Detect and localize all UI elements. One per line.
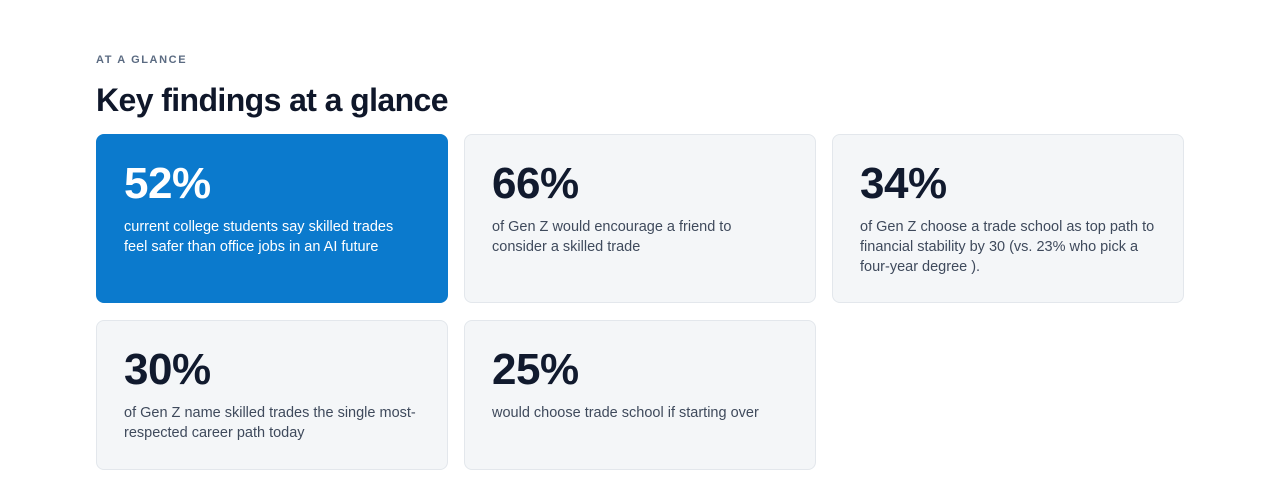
- finding-description: of Gen Z name skilled trades the single …: [124, 405, 416, 441]
- finding-description: of Gen Z choose a trade school as top pa…: [860, 219, 1155, 275]
- section-title: Key findings at a glance: [96, 82, 449, 118]
- finding-card-highlighted: 52% current college students say skilled…: [96, 134, 448, 303]
- finding-stat: 25%: [492, 345, 579, 394]
- finding-stat: 52%: [124, 159, 211, 208]
- finding-description: of Gen Z would encourage a friend to con…: [492, 219, 732, 255]
- finding-card: 66% of Gen Z would encourage a friend to…: [464, 134, 816, 303]
- section-eyebrow: AT A GLANCE: [96, 54, 188, 66]
- finding-card: 34% of Gen Z choose a trade school as to…: [832, 134, 1184, 303]
- finding-card: 25% would choose trade school if startin…: [464, 320, 816, 470]
- finding-description: current college students say skilled tra…: [124, 219, 394, 255]
- findings-grid: 52% current college students say skilled…: [96, 134, 1184, 470]
- finding-description: would choose trade school if starting ov…: [492, 405, 759, 421]
- finding-stat: 66%: [492, 159, 579, 208]
- finding-stat: 34%: [860, 159, 947, 208]
- finding-stat: 30%: [124, 345, 211, 394]
- finding-card: 30% of Gen Z name skilled trades the sin…: [96, 320, 448, 470]
